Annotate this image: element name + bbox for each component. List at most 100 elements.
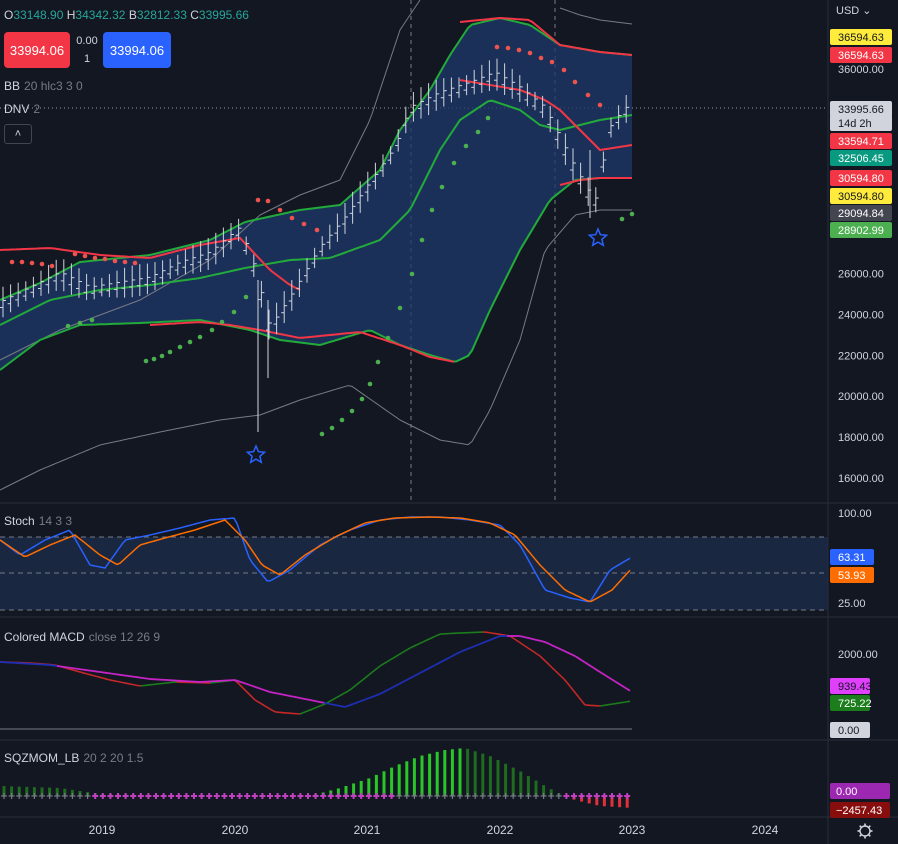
macd-signal-segment (383, 689, 388, 693)
squeeze-marker (434, 793, 441, 799)
squeeze-marker (388, 793, 395, 799)
squeeze-marker (472, 793, 479, 799)
macd-line-segment (92, 674, 97, 678)
squeeze-marker (191, 793, 197, 799)
stoch-badge (830, 549, 874, 565)
squeeze-marker (305, 793, 311, 799)
sqz-legend[interactable]: SQZMOM_LB 20 2 20 1.5 (4, 751, 143, 765)
sar-dot-bullish (375, 359, 381, 365)
macd-signal-segment (461, 649, 466, 653)
macd-signal-segment (605, 674, 610, 679)
macd-line-segment (515, 639, 520, 643)
macd-signal-segment (614, 680, 619, 685)
macd-signal-segment (545, 641, 550, 645)
macd-signal-segment (425, 667, 430, 671)
macd-badge (830, 695, 870, 711)
squeeze-marker (54, 793, 61, 799)
price-badge (830, 150, 892, 166)
price-badge-label: 29094.84 (838, 208, 884, 220)
macd-signal-segment (314, 700, 319, 703)
price-badge-label: 28902.99 (838, 225, 884, 237)
sar-dot-bullish (439, 184, 445, 190)
sar-dot-bearish (516, 47, 522, 53)
sar-dot-bullish (243, 294, 249, 300)
dnv-legend[interactable]: DNV 2 (4, 102, 40, 116)
macd-legend[interactable]: Colored MACD close 12 26 9 (4, 630, 160, 644)
buy-button[interactable]: 33994.06 (103, 32, 171, 68)
squeeze-marker (495, 793, 501, 799)
macd-signal-segment (542, 640, 547, 644)
macd-axis-tick: 2000.00 (838, 649, 878, 661)
time-axis-label: 2021 (354, 823, 381, 837)
collapse-legend-button[interactable]: ˄ (4, 124, 32, 144)
price-badge (830, 115, 892, 131)
macd-signal-segment (248, 683, 253, 687)
ohlc-bar (0, 286, 6, 318)
macd-badge-label: 939.43 (838, 681, 872, 693)
macd-signal-segment (593, 667, 598, 671)
momentum-bar (595, 796, 599, 806)
macd-line-segment (545, 661, 550, 666)
macd-signal-segment (563, 650, 568, 654)
macd-signal-segment (275, 692, 280, 695)
squeeze-marker (145, 793, 152, 799)
macd-signal-segment (398, 681, 403, 685)
squeeze-marker (449, 793, 456, 799)
momentum-bar (344, 786, 348, 796)
macd-signal-segment (443, 658, 448, 662)
squeeze-marker (69, 793, 76, 799)
sar-dot-bullish (463, 143, 469, 149)
ohlc-bar (509, 68, 516, 99)
squeeze-marker (609, 793, 615, 799)
squeeze-marker (616, 793, 623, 799)
macd-line-segment (389, 657, 394, 661)
macd-line-segment (104, 677, 109, 681)
squeeze-marker (168, 793, 175, 799)
macd-line-segment (419, 641, 424, 645)
macd-line-segment (350, 686, 355, 690)
sar-dot-bullish (89, 317, 95, 323)
macd-line-segment (239, 684, 244, 689)
macd-signal-segment (482, 640, 487, 644)
sar-dot-bearish (572, 79, 578, 85)
momentum-bar (382, 771, 386, 796)
ohlc-bar (212, 232, 219, 265)
stoch-badge-label: 53.93 (838, 570, 866, 582)
momentum-bar (602, 796, 606, 807)
macd-signal-segment (536, 639, 541, 642)
star-icon (245, 444, 267, 464)
ohlc-bar (129, 265, 136, 298)
sar-dot-bullish (451, 160, 457, 166)
sar-dot-bearish (277, 207, 283, 213)
bb-legend[interactable]: BB 20 hlc3 3 0 (4, 79, 83, 93)
ohlc-bar (136, 264, 143, 297)
macd-signal-segment (260, 688, 265, 691)
macd-line-segment (401, 650, 406, 654)
stoch-legend[interactable]: Stoch 14 3 3 (4, 514, 72, 528)
currency-selector[interactable]: USD ⌄ (836, 4, 872, 17)
squeeze-marker (464, 793, 471, 799)
time-axis: 2019 2020 2021 2022 2023 2024 (89, 823, 873, 839)
squeeze-marker (259, 793, 266, 799)
macd-line-segment (125, 682, 130, 685)
price-badge (830, 29, 892, 45)
ohlc-bar (478, 64, 485, 93)
squeeze-marker (31, 793, 38, 799)
price-badge (830, 205, 892, 221)
macd-signal-segment (533, 638, 538, 641)
sell-button[interactable]: 33994.06 (4, 32, 70, 68)
squeeze-marker (411, 793, 418, 799)
gear-icon[interactable] (857, 823, 873, 839)
macd-line-segment (524, 645, 529, 649)
momentum-bar (70, 789, 74, 796)
sar-dot-bullish (319, 431, 325, 437)
squeeze-marker (39, 793, 45, 799)
macd-signal-segment (488, 638, 493, 642)
sqz-badge-label: 0.00 (836, 786, 857, 798)
macd-line-segment (95, 675, 100, 678)
gear-icon-tooth (867, 825, 871, 829)
macd-signal-segment (539, 639, 544, 643)
ohlc-bar (30, 276, 37, 298)
momentum-bar (488, 756, 492, 796)
